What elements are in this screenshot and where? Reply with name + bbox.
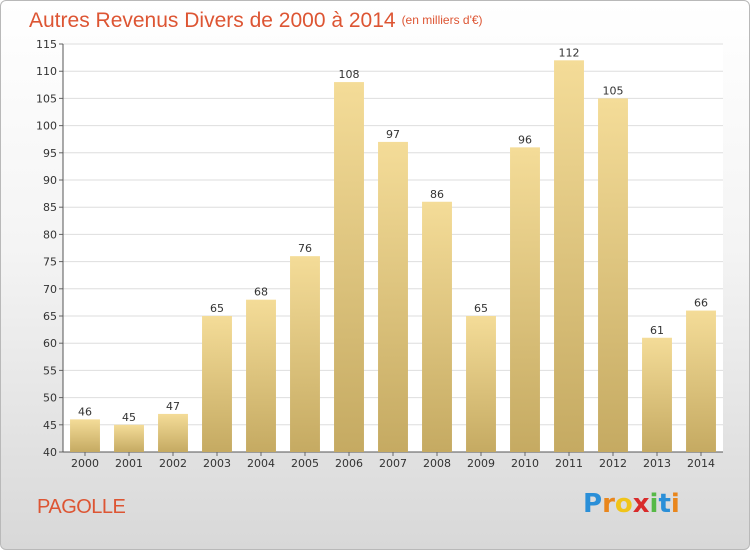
data-label: 105 bbox=[603, 84, 624, 97]
x-tick-label: 2010 bbox=[511, 457, 539, 470]
bar bbox=[70, 419, 100, 452]
y-tick-label: 115 bbox=[36, 38, 57, 51]
y-tick-label: 45 bbox=[43, 419, 57, 432]
x-tick-label: 2002 bbox=[159, 457, 187, 470]
y-tick-label: 110 bbox=[36, 65, 57, 78]
bars bbox=[70, 60, 716, 453]
chart-title: Autres Revenus Divers de 2000 à 2014 (en … bbox=[29, 9, 483, 33]
proxiti-logo: Proxiti bbox=[583, 489, 680, 519]
chart-title-text: Autres Revenus Divers de 2000 à 2014 bbox=[29, 9, 396, 32]
bar bbox=[202, 316, 232, 452]
x-tick-label: 2008 bbox=[423, 457, 451, 470]
data-label: 65 bbox=[210, 302, 224, 315]
x-tick-label: 2000 bbox=[71, 457, 99, 470]
data-label: 46 bbox=[78, 405, 92, 418]
data-label: 97 bbox=[386, 128, 400, 141]
data-label: 47 bbox=[166, 400, 180, 413]
y-tick-label: 90 bbox=[43, 174, 57, 187]
x-tick-label: 2001 bbox=[115, 457, 143, 470]
data-label: 65 bbox=[474, 302, 488, 315]
bar bbox=[334, 82, 364, 452]
x-tick-label: 2011 bbox=[555, 457, 583, 470]
bar bbox=[554, 60, 584, 452]
y-tick-label: 60 bbox=[43, 337, 57, 350]
x-tick-label: 2005 bbox=[291, 457, 319, 470]
x-tick-label: 2003 bbox=[203, 457, 231, 470]
y-tick-label: 40 bbox=[43, 446, 57, 459]
data-label: 68 bbox=[254, 286, 268, 299]
x-tick-label: 2007 bbox=[379, 457, 407, 470]
bar bbox=[290, 256, 320, 452]
y-tick-label: 95 bbox=[43, 147, 57, 160]
y-tick-label: 85 bbox=[43, 201, 57, 214]
bar bbox=[642, 337, 672, 452]
data-label: 66 bbox=[694, 297, 708, 310]
place-name: PAGOLLE bbox=[37, 496, 126, 518]
y-tick-label: 70 bbox=[43, 283, 57, 296]
y-tick-label: 105 bbox=[36, 92, 57, 105]
data-label: 96 bbox=[518, 133, 532, 146]
y-tick-label: 50 bbox=[43, 392, 57, 405]
axes: 40 45 50 55 60 65 70 75 80 85 90 95 100 105 110 115 2000… bbox=[36, 38, 723, 470]
x-tick-label: 2014 bbox=[687, 457, 715, 470]
bar bbox=[686, 310, 716, 452]
y-tick-label: 80 bbox=[43, 228, 57, 241]
x-tick-label: 2006 bbox=[335, 457, 363, 470]
y-tick-label: 55 bbox=[43, 364, 57, 377]
bar bbox=[422, 201, 452, 452]
y-tick-label: 100 bbox=[36, 120, 57, 133]
data-label: 108 bbox=[339, 68, 360, 81]
data-label: 76 bbox=[298, 242, 312, 255]
bar bbox=[158, 413, 188, 452]
data-labels: 46 45 47 65 68 76 108 97 86 65 96 112 105 61 66 bbox=[78, 46, 708, 423]
data-label: 86 bbox=[430, 188, 444, 201]
bar bbox=[246, 299, 276, 452]
data-label: 45 bbox=[122, 411, 136, 424]
y-tick-label: 65 bbox=[43, 310, 57, 323]
bar bbox=[598, 98, 628, 453]
bar bbox=[510, 147, 540, 453]
data-label: 112 bbox=[559, 46, 580, 59]
x-tick-label: 2004 bbox=[247, 457, 275, 470]
bar bbox=[378, 141, 408, 453]
data-label: 61 bbox=[650, 324, 664, 337]
bar bbox=[114, 424, 144, 452]
x-tick-label: 2012 bbox=[599, 457, 627, 470]
bar bbox=[466, 316, 496, 452]
chart-subtitle: (en milliers d'€) bbox=[401, 13, 483, 27]
x-tick-label: 2013 bbox=[643, 457, 671, 470]
y-tick-label: 75 bbox=[43, 256, 57, 269]
x-tick-label: 2009 bbox=[467, 457, 495, 470]
